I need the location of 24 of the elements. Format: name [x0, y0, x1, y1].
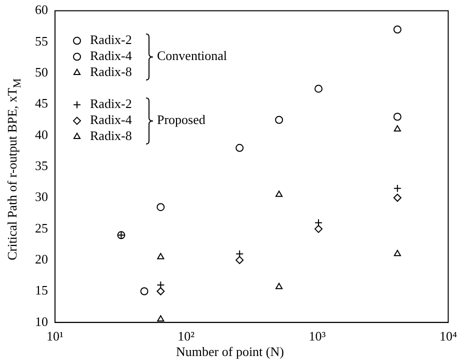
x-axis-title: Number of point (N) [175, 344, 285, 360]
y-tick-label: 15 [35, 282, 48, 298]
y-tick-label: 60 [35, 2, 48, 18]
annotation: Proposed [157, 112, 206, 128]
legend-label: Radix-2 [90, 96, 132, 112]
y-tick-label: 25 [35, 220, 48, 236]
y-tick-label: 10 [35, 314, 48, 329]
y-tick-label: 55 [35, 33, 48, 48]
x-tick-label: 10⁴ [439, 328, 458, 344]
y-tick-label: 20 [35, 252, 48, 266]
legend-label: Radix-8 [90, 64, 132, 80]
x-tick-label: 10¹ [46, 328, 64, 344]
x-tick-label: 10² [178, 328, 195, 344]
y-tick-label: 40 [35, 126, 48, 142]
legend-label: Radix-8 [90, 128, 132, 144]
x-tick-label: 10³ [308, 328, 326, 344]
legend-label: Radix-4 [90, 48, 132, 64]
y-tick-label: 30 [35, 189, 48, 204]
y-tick-label: 50 [35, 64, 48, 80]
legend-label: Radix-2 [90, 32, 132, 48]
y-tick-label: 35 [35, 158, 48, 174]
annotation: Conventional [157, 48, 228, 64]
legend-label: Radix-4 [90, 112, 132, 128]
y-tick-label: 45 [35, 96, 48, 111]
